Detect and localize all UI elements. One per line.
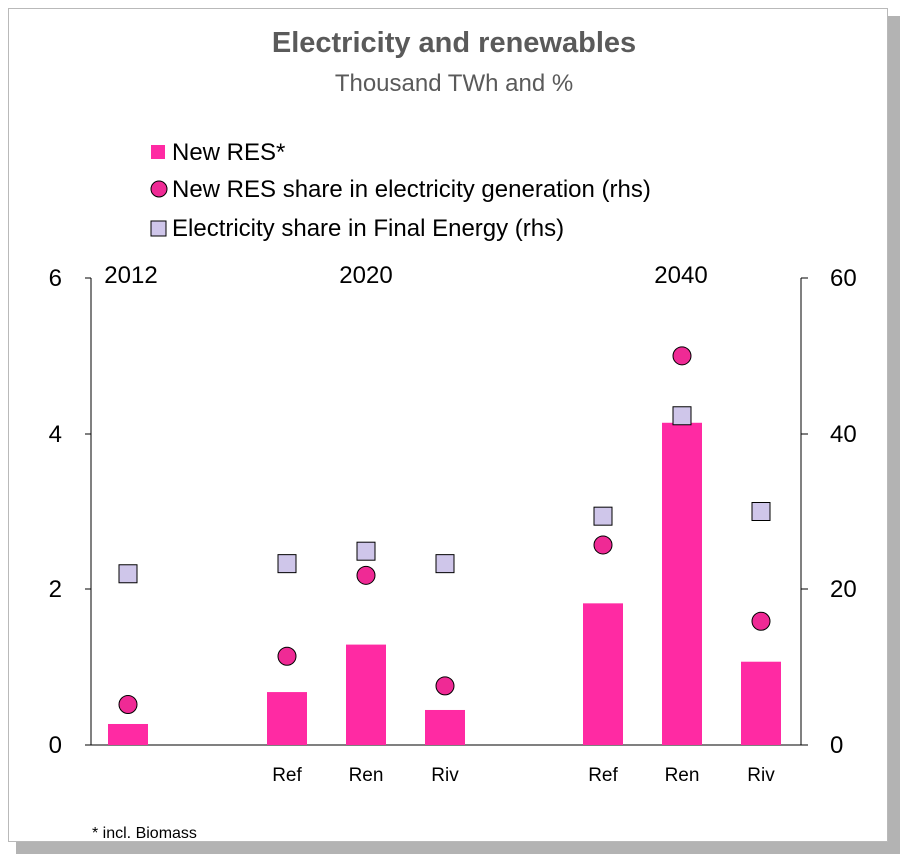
bar-new-res-2020-ref [267,692,307,745]
right-tick-label-60: 60 [830,265,857,292]
left-tick-2: 2 [49,576,91,603]
right-tick-20: 20 [801,576,857,603]
bar-new-res-2012 [108,723,148,745]
footnote: * incl. Biomass [92,825,197,842]
left-tick-label-2: 2 [49,576,62,603]
circle-series [118,346,771,715]
right-tick-label-40: 40 [830,421,857,448]
legend-swatch-res-share [150,180,168,198]
bar-new-res-2040-riv [741,661,781,745]
category-label-2020-ren: Ren [349,765,384,786]
left-tick-label-6: 6 [49,265,62,292]
left-tick-0: 0 [49,732,91,759]
left-tick-4: 4 [49,421,91,448]
square-series [118,406,771,584]
point-elec-share-2040-ren [672,406,692,426]
right-tick-60: 60 [801,265,857,292]
point-res-share-2040-ref [593,535,613,555]
point-res-share-2020-ref [277,646,297,666]
chart-subtitle: Thousand TWh and % [335,70,573,97]
left-tick-label-0: 0 [49,732,62,759]
legend-label-res-share: New RES share in electricity generation … [172,176,651,203]
group-label-2020: 2020 [339,262,392,289]
point-res-share-2040-riv [751,611,771,631]
point-res-share-2012 [118,695,138,715]
category-label-2040-ref: Ref [588,765,618,786]
point-res-share-2020-ren [356,565,376,585]
group-label-2040: 2040 [654,262,707,289]
point-elec-share-2020-riv [435,554,455,574]
point-res-share-2020-riv [435,676,455,696]
bar-new-res-2040-ref [583,603,623,745]
right-tick-0: 0 [801,732,843,759]
right-tick-40: 40 [801,421,857,448]
legend-swatch-elec-share [150,220,167,237]
bar-series [108,422,781,745]
point-elec-share-2040-ref [593,506,613,526]
point-res-share-2040-ren [672,346,692,366]
left-tick-6: 6 [49,265,91,292]
right-tick-label-0: 0 [830,732,843,759]
legend-label-elec-share: Electricity share in Final Energy (rhs) [172,215,564,242]
left-tick-label-4: 4 [49,421,62,448]
point-elec-share-2040-riv [751,502,771,521]
chart-title: Electricity and renewables [272,27,636,59]
bar-new-res-2020-ren [346,644,386,745]
category-label-2040-ren: Ren [665,765,700,786]
point-elec-share-2020-ref [277,554,297,574]
group-label-2012: 2012 [104,262,157,289]
category-label-2020-ref: Ref [272,765,302,786]
bar-new-res-2020-riv [425,709,465,745]
point-elec-share-2020-ren [356,541,376,561]
right-tick-label-20: 20 [830,576,857,603]
category-label-2020-riv: Riv [431,765,459,786]
bar-new-res-2040-ren [662,422,702,745]
legend-swatch-new-res [151,145,165,159]
legend-label-new-res: New RES* [172,139,285,166]
category-label-2040-riv: Riv [747,765,775,786]
point-elec-share-2012 [118,564,138,584]
